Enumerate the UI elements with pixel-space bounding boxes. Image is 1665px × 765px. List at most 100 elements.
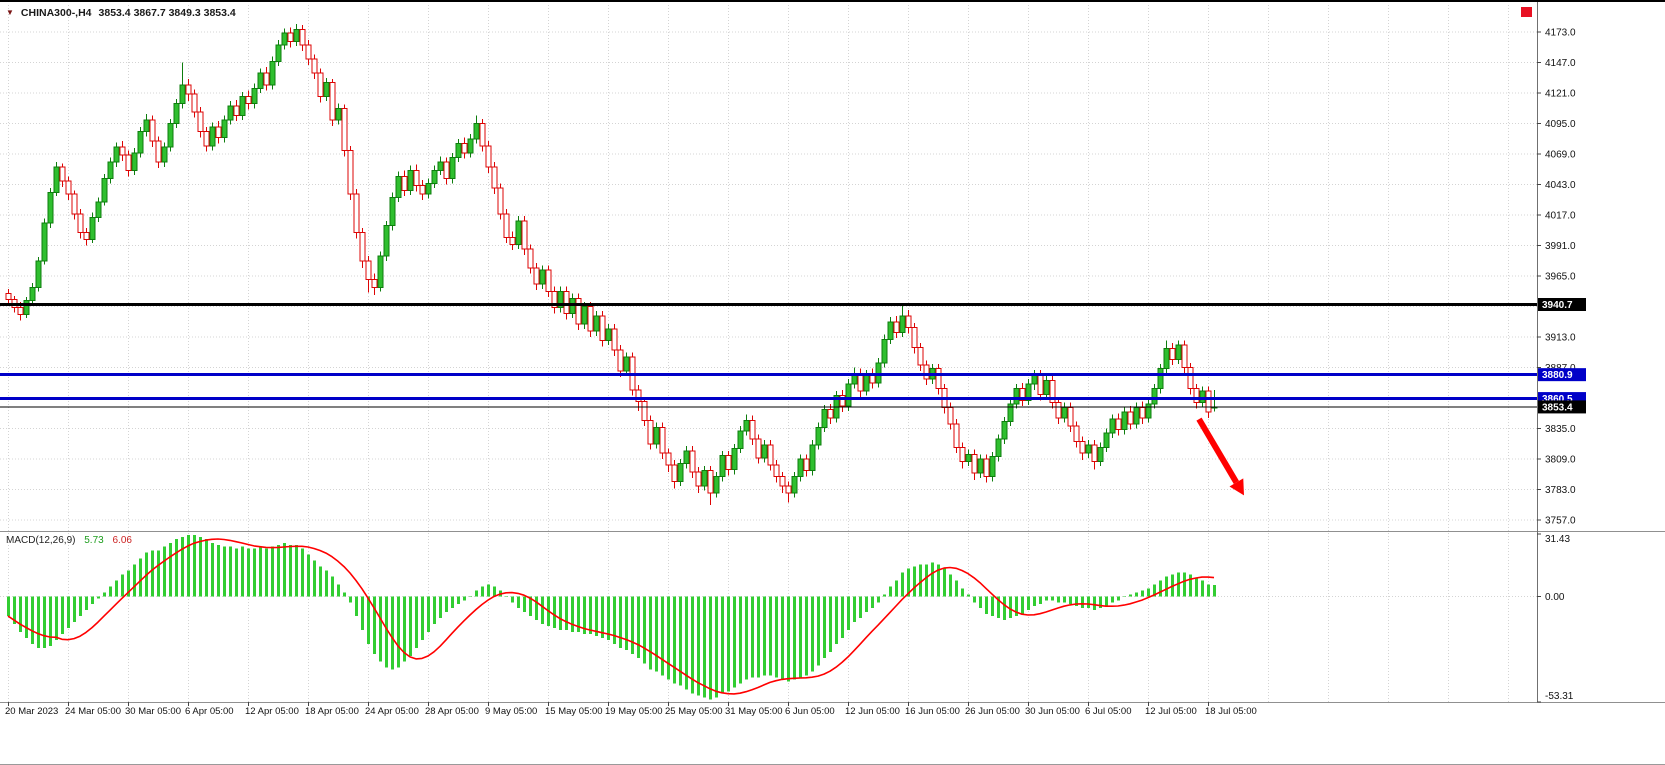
time-label: 28 Apr 05:00 xyxy=(425,706,479,717)
trend-arrow-shaft[interactable] xyxy=(1196,417,1239,484)
candle-bearish xyxy=(119,146,126,156)
symbol-dropdown-icon[interactable]: ▼ xyxy=(6,8,14,17)
macd-bar xyxy=(619,596,622,648)
candle-bullish xyxy=(683,450,690,465)
macd-bar xyxy=(301,548,304,597)
macd-bar xyxy=(757,596,760,678)
candle-bullish xyxy=(1097,446,1104,462)
macd-bar xyxy=(997,596,1000,619)
candle-bullish xyxy=(743,419,750,432)
candle-bullish xyxy=(1043,379,1050,395)
candle-bearish xyxy=(935,368,942,390)
macd-bar xyxy=(841,596,844,638)
candle-bearish xyxy=(341,107,348,151)
candle-bullish xyxy=(701,470,708,487)
candle-bullish xyxy=(1151,388,1158,405)
macd-bar xyxy=(97,596,100,599)
macd-bar xyxy=(1147,588,1150,597)
candle-bearish xyxy=(305,44,312,60)
time-label: 19 May 05:00 xyxy=(605,706,663,717)
macd-bar xyxy=(55,596,58,640)
macd-bar xyxy=(709,596,712,700)
time-label: 9 May 05:00 xyxy=(485,706,537,717)
candle-bearish xyxy=(599,315,606,342)
time-label: 16 Jun 05:00 xyxy=(905,706,960,717)
macd-bar xyxy=(451,596,454,609)
macd-bar xyxy=(1087,596,1090,609)
macd-bar xyxy=(247,548,250,597)
macd-bar xyxy=(109,586,112,597)
macd-bar xyxy=(1183,572,1186,597)
candle-bullish xyxy=(377,255,384,289)
macd-bar xyxy=(577,596,580,632)
candle-bullish xyxy=(737,430,744,449)
macd-bar xyxy=(991,596,994,617)
trend-arrow-head[interactable] xyxy=(1229,478,1244,496)
candle-bearish xyxy=(353,193,360,234)
macd-bar xyxy=(733,596,736,688)
macd-bar xyxy=(127,570,130,597)
candle-bearish xyxy=(959,446,966,462)
macd-bar xyxy=(631,596,634,654)
macd-bar xyxy=(289,544,292,597)
candle-bullish xyxy=(53,166,60,194)
macd-bar xyxy=(967,594,970,597)
candle-bullish xyxy=(1109,418,1116,434)
price-badge-bg xyxy=(1538,368,1586,382)
candle-bearish xyxy=(491,166,498,189)
macd-tick-label: 31.43 xyxy=(1545,534,1570,545)
macd-bar xyxy=(1141,590,1144,597)
macd-bar xyxy=(223,546,226,597)
macd-bar xyxy=(853,596,856,623)
time-label: 6 Jun 05:00 xyxy=(785,706,835,717)
candle-bearish xyxy=(485,145,492,168)
macd-bar xyxy=(1093,596,1096,611)
candle-bullish xyxy=(407,169,414,191)
macd-bar xyxy=(787,596,790,682)
macd-bar xyxy=(61,596,64,634)
candle-bearish xyxy=(155,140,162,163)
candle-bearish xyxy=(419,185,426,195)
price-badge: 3940.7 xyxy=(1538,298,1586,312)
macd-bar xyxy=(211,542,214,597)
candle-bearish xyxy=(125,154,132,171)
time-label: 12 Apr 05:00 xyxy=(245,706,299,717)
candle-bearish xyxy=(149,119,156,142)
candle-bullish xyxy=(809,444,816,472)
candle-bullish xyxy=(899,315,906,333)
candle-bullish xyxy=(845,383,852,407)
candle-bearish xyxy=(287,32,294,42)
candle-bearish xyxy=(905,315,912,329)
price-badge-bg xyxy=(1538,400,1586,414)
candle-bullish xyxy=(431,169,438,184)
candle-bullish xyxy=(1199,390,1206,404)
candle-bearish xyxy=(1019,388,1026,401)
candle-bearish xyxy=(1037,374,1044,395)
candle-bullish xyxy=(989,456,996,478)
price-label: 4095.0 xyxy=(1545,119,1576,130)
candle-bullish xyxy=(251,87,258,105)
candle-bearish xyxy=(1073,425,1080,442)
macd-bar xyxy=(1189,574,1192,597)
signal-value: 6.06 xyxy=(112,535,132,546)
candle-bearish xyxy=(551,290,558,309)
candle-bullish xyxy=(875,362,882,384)
trend-arrow[interactable] xyxy=(1196,417,1244,496)
macd-bar xyxy=(1057,596,1060,603)
macd-bar xyxy=(361,596,364,631)
macd-bar xyxy=(583,596,586,634)
macd-bar xyxy=(847,596,850,631)
macd-bar xyxy=(571,596,574,632)
candle-bearish xyxy=(461,142,468,154)
ohlc-readout: 3853.4 3867.7 3849.3 3853.4 xyxy=(98,7,236,19)
candle-bearish xyxy=(203,131,210,147)
macd-bar xyxy=(205,538,208,597)
candle-bearish xyxy=(587,306,594,332)
candle-bearish xyxy=(803,458,810,472)
macd-bar xyxy=(1021,596,1024,615)
macd-bar xyxy=(805,596,808,676)
candle-bearish xyxy=(245,96,252,105)
macd-bar xyxy=(325,570,328,597)
macd-bar xyxy=(625,596,628,650)
